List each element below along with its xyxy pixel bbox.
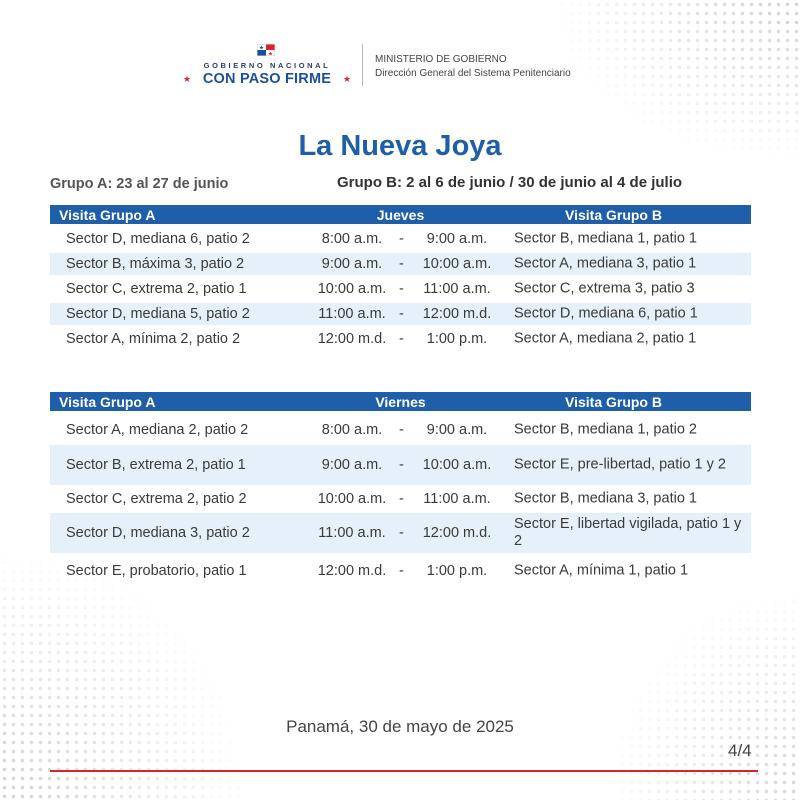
cell-end-time: 1:00 p.m. bbox=[426, 331, 488, 347]
cell-end-time: 12:00 m.d. bbox=[422, 525, 492, 541]
cell-end-time: 9:00 a.m. bbox=[426, 422, 488, 438]
cell-end-time: 10:00 a.m. bbox=[422, 457, 492, 473]
cell-end-time: 1:00 p.m. bbox=[426, 563, 488, 579]
cell-start-time: 10:00 a.m. bbox=[317, 491, 387, 507]
cell-grupo-a: Sector A, mediana 2, patio 2 bbox=[66, 422, 249, 438]
cell-dash: - bbox=[399, 306, 404, 322]
cell-start-time: 8:00 a.m. bbox=[321, 230, 383, 247]
cell-grupo-a: Sector D, mediana 6, patio 2 bbox=[66, 230, 250, 247]
decorative-dots-bottom-right bbox=[600, 580, 800, 800]
grupo-a-dates: Grupo A: 23 al 27 de junio bbox=[50, 176, 229, 192]
cell-end-time: 11:00 a.m. bbox=[423, 281, 491, 297]
ministry-name: MINISTERIO DE GOBIERNO bbox=[375, 54, 507, 65]
cell-end-time: 10:00 a.m. bbox=[422, 256, 492, 272]
header-visita-grupo-b: Visita Grupo B bbox=[565, 393, 662, 410]
cell-dash: - bbox=[399, 230, 404, 247]
cell-dash: - bbox=[399, 563, 404, 579]
header-divider bbox=[362, 44, 363, 86]
cell-start-time: 8:00 a.m. bbox=[321, 422, 383, 438]
cell-grupo-b: Sector A, mediana 3, patio 1 bbox=[514, 255, 697, 272]
cell-start-time: 9:00 a.m. bbox=[321, 256, 383, 272]
footer-divider bbox=[50, 770, 758, 772]
cell-grupo-a: Sector D, mediana 3, patio 2 bbox=[66, 525, 250, 541]
table-header: Visita Grupo A Jueves Visita Grupo B bbox=[50, 205, 751, 224]
page-header: GOBIERNO NACIONAL ★ CON PASO FIRME ★ MIN… bbox=[0, 40, 800, 90]
table-row: Sector D, mediana 6, patio 2 8:00 a.m. -… bbox=[50, 227, 751, 250]
cell-grupo-b: Sector B, mediana 1, patio 2 bbox=[514, 421, 697, 438]
star-icon: ★ bbox=[183, 74, 192, 84]
gov-logo-top-text: GOBIERNO NACIONAL bbox=[203, 61, 331, 70]
table-row: Sector E, probatorio, patio 1 12:00 m.d.… bbox=[50, 556, 751, 586]
cell-dash: - bbox=[399, 457, 404, 473]
schedule-table-jueves: Visita Grupo A Jueves Visita Grupo B Sec… bbox=[50, 205, 751, 350]
cell-start-time: 11:00 a.m. bbox=[318, 306, 386, 322]
cell-start-time: 11:00 a.m. bbox=[318, 525, 386, 541]
table-header: Visita Grupo A Viernes Visita Grupo B bbox=[50, 392, 751, 411]
cell-grupo-a: Sector E, probatorio, patio 1 bbox=[66, 563, 247, 579]
cell-grupo-a: Sector C, extrema 2, patio 1 bbox=[66, 281, 247, 297]
cell-grupo-b: Sector A, mínima 1, patio 1 bbox=[514, 562, 689, 579]
cell-grupo-b: Sector A, mediana 2, patio 1 bbox=[514, 330, 697, 347]
cell-grupo-a: Sector B, extrema 2, patio 1 bbox=[66, 457, 246, 473]
star-icon: ★ bbox=[343, 74, 352, 84]
cell-start-time: 12:00 m.d. bbox=[317, 563, 387, 579]
cell-start-time: 10:00 a.m. bbox=[317, 281, 387, 297]
cell-start-time: 12:00 m.d. bbox=[317, 331, 387, 347]
cell-grupo-a: Sector A, mínima 2, patio 2 bbox=[66, 331, 241, 347]
cell-end-time: 9:00 a.m. bbox=[426, 230, 488, 247]
cell-grupo-b: Sector B, mediana 1, patio 1 bbox=[514, 230, 697, 246]
cell-grupo-b: Sector B, mediana 3, patio 1 bbox=[514, 490, 697, 507]
table-row: Sector A, mediana 2, patio 2 8:00 a.m. -… bbox=[50, 418, 751, 442]
schedule-table-viernes: Visita Grupo A Viernes Visita Grupo B Se… bbox=[50, 392, 751, 586]
table-row: Sector A, mínima 2, patio 2 12:00 m.d. -… bbox=[50, 328, 751, 350]
cell-dash: - bbox=[399, 422, 404, 438]
cell-grupo-b: Sector E, pre-libertad, patio 1 y 2 bbox=[514, 456, 726, 473]
cell-dash: - bbox=[399, 491, 404, 507]
table-row: Sector D, mediana 3, patio 2 11:00 a.m. … bbox=[50, 513, 751, 553]
cell-grupo-b: Sector E, libertad vigilada, patio 1 y 2 bbox=[514, 516, 742, 549]
header-visita-grupo-b: Visita Grupo B bbox=[565, 206, 662, 223]
cell-end-time: 11:00 a.m. bbox=[423, 491, 491, 507]
table-row: Sector C, extrema 2, patio 2 10:00 a.m. … bbox=[50, 488, 751, 510]
table-row: Sector C, extrema 2, patio 1 10:00 a.m. … bbox=[50, 278, 751, 300]
table-row: Sector D, mediana 5, patio 2 11:00 a.m. … bbox=[50, 303, 751, 325]
gov-logo-main-text: CON PASO FIRME bbox=[202, 71, 332, 87]
cell-dash: - bbox=[399, 331, 404, 347]
page-number: 4/4 bbox=[728, 741, 752, 760]
page-title: La Nueva Joya bbox=[298, 130, 502, 162]
cell-dash: - bbox=[399, 281, 404, 297]
cell-dash: - bbox=[399, 256, 404, 272]
table-row: Sector B, máxima 3, patio 2 9:00 a.m. - … bbox=[50, 253, 751, 275]
header-day: Jueves bbox=[376, 206, 425, 223]
cell-start-time: 9:00 a.m. bbox=[321, 457, 383, 473]
grupo-b-dates: Grupo B: 2 al 6 de junio / 30 de junio a… bbox=[337, 174, 683, 191]
header-day: Viernes bbox=[375, 393, 426, 410]
cell-grupo-a: Sector D, mediana 5, patio 2 bbox=[66, 306, 250, 322]
cell-dash: - bbox=[399, 525, 404, 541]
header-visita-grupo-a: Visita Grupo A bbox=[59, 393, 156, 410]
cell-grupo-b: Sector D, mediana 6, patio 1 bbox=[514, 305, 698, 322]
cell-grupo-a: Sector C, extrema 2, patio 2 bbox=[66, 491, 247, 507]
header-visita-grupo-a: Visita Grupo A bbox=[59, 206, 156, 223]
cell-grupo-b: Sector C, extrema 3, patio 3 bbox=[514, 280, 695, 297]
direction-name: Dirección General del Sistema Penitencia… bbox=[375, 68, 571, 79]
table-row: Sector B, extrema 2, patio 1 9:00 a.m. -… bbox=[50, 445, 751, 485]
cell-end-time: 12:00 m.d. bbox=[422, 306, 492, 322]
footer-date: Panamá, 30 de mayo de 2025 bbox=[286, 717, 514, 736]
cell-grupo-a: Sector B, máxima 3, patio 2 bbox=[66, 256, 245, 272]
panama-flag-icon bbox=[257, 44, 275, 56]
